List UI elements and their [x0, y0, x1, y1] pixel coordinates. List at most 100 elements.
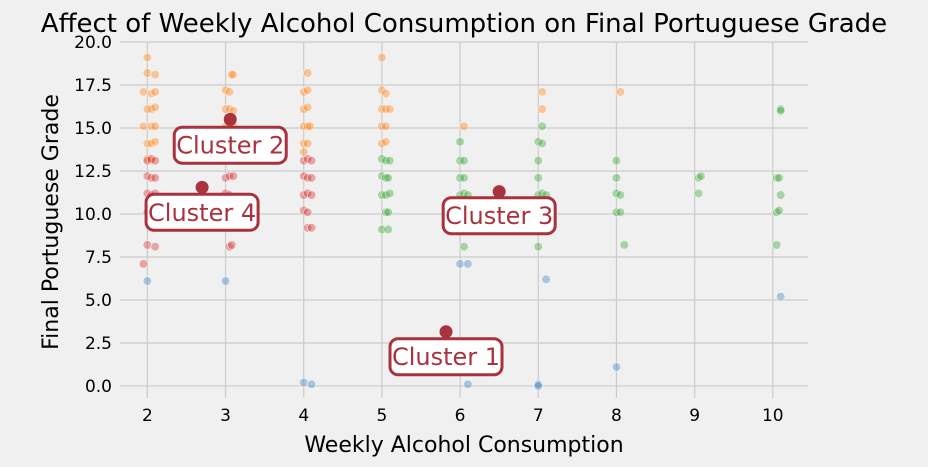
cluster-label-box: [388, 337, 504, 377]
cluster-label-text: Cluster 3: [445, 202, 553, 230]
cluster-label-box: [441, 196, 557, 236]
y-tick-label: 12.5: [74, 162, 112, 182]
y-tick-label: 0.0: [85, 377, 112, 397]
data-point: [615, 207, 626, 217]
data-point: [774, 173, 784, 183]
data-point: [383, 224, 393, 235]
x-axis-label: Weekly Alcohol Consumption: [304, 433, 623, 458]
data-point: [383, 173, 393, 183]
data-point: [142, 240, 153, 250]
data-point: [774, 205, 784, 216]
y-tick-label: 10.0: [74, 205, 112, 225]
data-point: [224, 87, 235, 97]
cluster-centroid: [223, 112, 237, 126]
cluster-centroid: [195, 180, 209, 194]
data-point: [150, 87, 160, 97]
y-tick-label: 20.0: [74, 33, 112, 53]
centroids: [195, 112, 506, 339]
data-point: [381, 173, 391, 183]
data-point: [138, 121, 149, 131]
data-point: [142, 52, 153, 63]
y-axis-label: Final Portuguese Grade: [39, 94, 64, 350]
data-point: [615, 87, 626, 97]
data-point: [381, 88, 391, 99]
x-tick-label: 4: [298, 406, 309, 426]
data-point: [533, 173, 543, 183]
y-tick-label: 5.0: [85, 291, 112, 311]
data-point: [385, 188, 395, 199]
data-point: [381, 137, 391, 147]
cluster-label: Cluster 2: [172, 125, 288, 165]
data-point: [611, 155, 622, 166]
data-point: [696, 171, 706, 181]
x-tick-label: 3: [220, 406, 231, 426]
data-point: [775, 190, 786, 200]
x-tick-label: 10: [762, 406, 784, 426]
data-point: [619, 240, 629, 250]
data-point: [463, 259, 473, 269]
data-point: [299, 377, 309, 388]
data-point: [150, 102, 160, 113]
data-point: [541, 274, 551, 285]
data-point: [302, 121, 313, 131]
data-point: [455, 137, 465, 147]
data-point: [459, 155, 469, 166]
data-point: [220, 276, 231, 286]
data-point: [537, 104, 547, 114]
chart-title: Affect of Weekly Alcohol Consumption on …: [41, 9, 887, 39]
data-point: [381, 121, 391, 131]
data-point: [150, 155, 160, 166]
data-point: [463, 379, 473, 389]
data-point: [306, 155, 317, 166]
data-point: [150, 241, 160, 252]
cluster-centroid: [492, 185, 506, 199]
x-tick-label: 5: [376, 406, 387, 426]
data-point: [150, 173, 160, 183]
cluster-label-text: Cluster 1: [392, 343, 500, 371]
data-point: [377, 52, 387, 63]
data-point: [306, 379, 317, 389]
data-point: [138, 87, 149, 97]
cluster-label-box: [144, 192, 260, 232]
data-point: [533, 381, 543, 391]
data-point: [227, 69, 237, 80]
data-point: [459, 121, 469, 131]
data-point: [383, 207, 393, 217]
data-point: [615, 190, 626, 200]
data-point: [772, 173, 782, 183]
tick-labels: 2 3 4 5 6 7 8 9 10 0.0 2.5 5.0 7.5 10.0 12.5 15.0 17.5 20…: [74, 33, 783, 426]
data-point: [306, 190, 317, 200]
x-tick-label: 9: [689, 406, 700, 426]
data-point: [302, 68, 313, 78]
y-tick-label: 7.5: [85, 248, 112, 268]
data-point: [772, 240, 782, 250]
data-point: [537, 87, 547, 97]
y-tick-label: 17.5: [74, 76, 112, 96]
data-point: [306, 173, 317, 183]
data-point: [142, 68, 153, 78]
data-point: [611, 362, 622, 372]
cluster-labels: Cluster 1 Cluster 2 Cluster 3 Cluster 4: [144, 125, 557, 377]
data-point: [693, 188, 704, 199]
data-point: [385, 155, 395, 166]
data-point: [150, 69, 160, 80]
data-point: [305, 121, 315, 131]
data-point: [302, 207, 313, 217]
data-point: [537, 121, 547, 131]
y-tick-label: 2.5: [85, 334, 112, 354]
cluster-centroid: [439, 325, 453, 339]
data-point: [381, 207, 391, 217]
data-point: [459, 173, 469, 183]
data-point: [150, 121, 160, 131]
data-point: [227, 240, 237, 250]
data-point: [142, 276, 153, 286]
data-point: [533, 241, 543, 252]
cluster-label-box: [172, 125, 288, 165]
cluster-label-text: Cluster 2: [176, 132, 284, 160]
data-point: [302, 138, 313, 149]
data-point: [533, 155, 543, 166]
y-tick-label: 15.0: [74, 119, 112, 139]
data-point: [611, 173, 622, 183]
cluster-label-text: Cluster 4: [148, 199, 256, 227]
